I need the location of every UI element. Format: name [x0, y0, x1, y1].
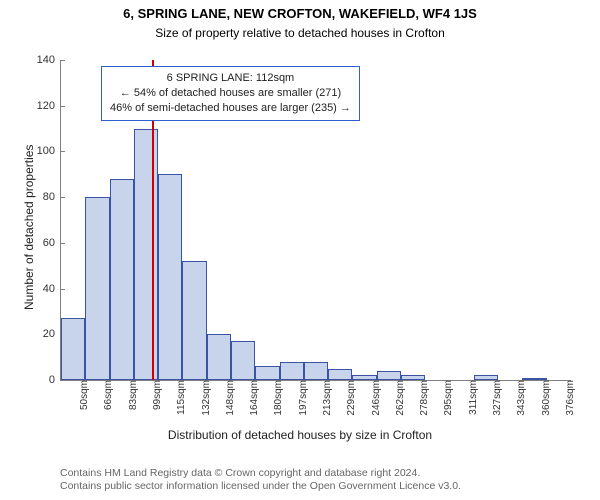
- x-tick: 164sqm: [247, 380, 260, 416]
- x-tick: 197sqm: [296, 380, 309, 416]
- plot-area: 02040608010012014050sqm66sqm83sqm99sqm11…: [60, 60, 571, 381]
- histogram-bar: [182, 261, 206, 380]
- chart-subtitle: Size of property relative to detached ho…: [0, 26, 600, 40]
- y-tick: 100: [37, 145, 61, 157]
- x-tick: 213sqm: [320, 380, 333, 416]
- histogram-bar: [61, 318, 85, 380]
- footer-line-1: Contains HM Land Registry data © Crown c…: [60, 467, 461, 481]
- y-tick: 40: [43, 283, 61, 295]
- callout-line: 6 SPRING LANE: 112sqm: [110, 71, 351, 86]
- footer-line-2: Contains public sector information licen…: [60, 480, 461, 494]
- x-tick: 180sqm: [271, 380, 284, 416]
- histogram-bar: [280, 362, 304, 380]
- x-tick: 295sqm: [441, 380, 454, 416]
- y-tick: 80: [43, 191, 61, 203]
- callout-line: ← 54% of detached houses are smaller (27…: [110, 86, 351, 101]
- callout-box: 6 SPRING LANE: 112sqm← 54% of detached h…: [101, 66, 360, 121]
- x-tick: 246sqm: [369, 380, 382, 416]
- x-tick: 148sqm: [223, 380, 236, 416]
- histogram-bar: [207, 334, 231, 380]
- histogram-bar: [377, 371, 401, 380]
- x-tick: 262sqm: [393, 380, 406, 416]
- y-tick: 60: [43, 237, 61, 249]
- x-tick: 343sqm: [514, 380, 527, 416]
- histogram-bar: [85, 197, 109, 380]
- footer-attribution: Contains HM Land Registry data © Crown c…: [60, 467, 461, 494]
- x-tick: 99sqm: [150, 380, 163, 410]
- callout-line: 46% of semi-detached houses are larger (…: [110, 101, 351, 116]
- x-tick: 278sqm: [417, 380, 430, 416]
- y-tick: 0: [49, 374, 61, 386]
- histogram-bar: [110, 179, 134, 380]
- histogram-bar: [255, 366, 279, 380]
- histogram-bar: [304, 362, 328, 380]
- histogram-bar: [134, 129, 158, 380]
- x-tick: 66sqm: [101, 380, 114, 410]
- x-tick: 83sqm: [126, 380, 139, 410]
- histogram-bar: [158, 174, 182, 380]
- x-tick: 115sqm: [174, 380, 187, 415]
- y-axis-label: Number of detached properties: [22, 145, 36, 310]
- x-tick: 360sqm: [539, 380, 552, 416]
- x-tick: 50sqm: [77, 380, 90, 410]
- x-tick: 132sqm: [199, 380, 212, 416]
- chart-title: 6, SPRING LANE, NEW CROFTON, WAKEFIELD, …: [0, 6, 600, 21]
- x-axis-label: Distribution of detached houses by size …: [0, 428, 600, 442]
- y-tick: 140: [37, 54, 61, 66]
- x-tick: 376sqm: [563, 380, 576, 416]
- y-tick: 20: [43, 328, 61, 340]
- x-tick: 327sqm: [490, 380, 503, 416]
- y-tick: 120: [37, 100, 61, 112]
- x-tick: 311sqm: [466, 380, 479, 415]
- histogram-bar: [231, 341, 255, 380]
- x-tick: 229sqm: [344, 380, 357, 416]
- chart-container: 6, SPRING LANE, NEW CROFTON, WAKEFIELD, …: [0, 0, 600, 500]
- histogram-bar: [328, 369, 352, 380]
